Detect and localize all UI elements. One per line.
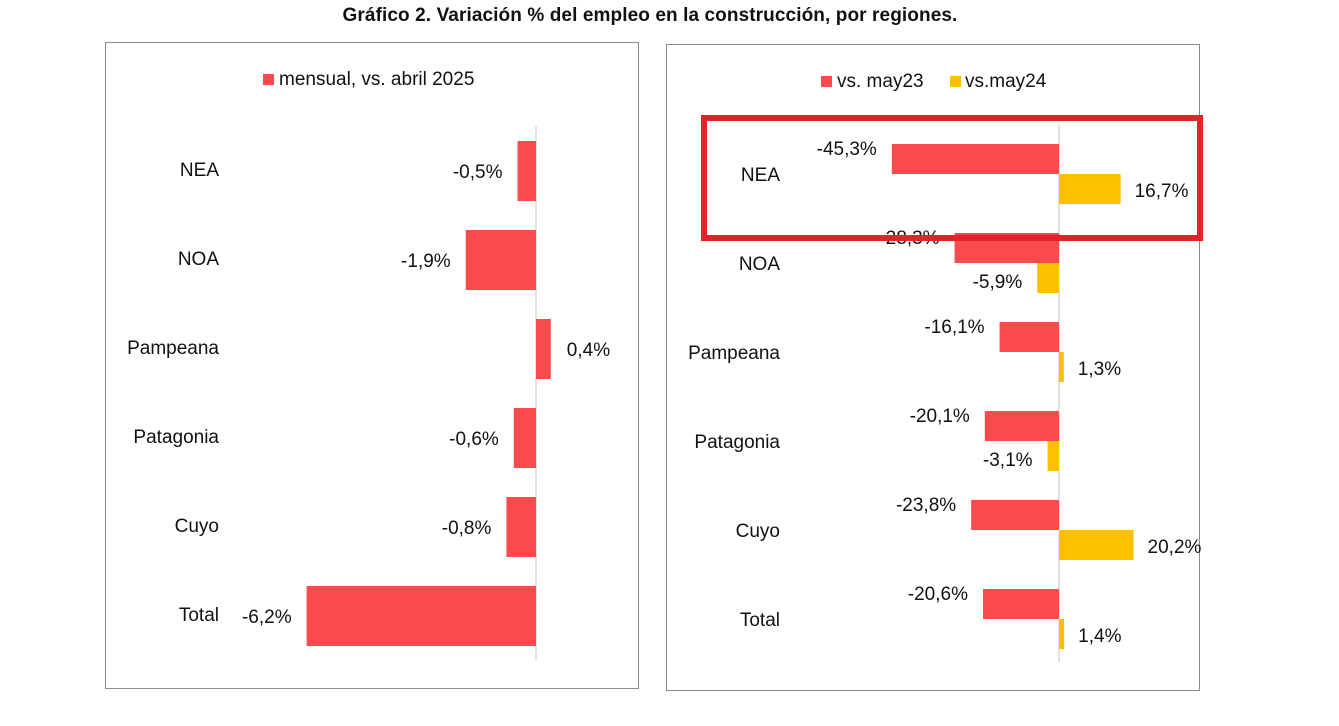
data-label-mensual: -1,9% <box>401 251 451 272</box>
bar-may23 <box>999 322 1059 352</box>
category-label: Pampeana <box>688 343 780 364</box>
category-label: Total <box>740 610 780 631</box>
bar-may23 <box>984 411 1059 441</box>
data-label-may24: 1,4% <box>1078 626 1121 647</box>
data-label-mensual: -6,2% <box>242 607 292 628</box>
category-label: NOA <box>178 249 220 270</box>
category-label: Patagonia <box>694 432 780 453</box>
data-label-may24: -3,1% <box>983 450 1033 471</box>
data-label-may24: 20,2% <box>1148 537 1201 558</box>
data-label-may24: 1,3% <box>1078 359 1121 380</box>
data-label-may23: -23,8% <box>896 495 956 516</box>
category-label: NOA <box>739 254 781 275</box>
bar-may23 <box>891 144 1059 174</box>
bar-mensual <box>306 586 536 646</box>
category-label: Patagonia <box>133 427 219 448</box>
bar-mensual <box>465 230 536 290</box>
bar-may23 <box>971 500 1059 530</box>
legend-swatch-may24 <box>950 76 961 87</box>
data-label-may24: 16,7% <box>1135 181 1189 202</box>
bar-mensual <box>506 497 536 557</box>
bar-may24 <box>1059 174 1121 204</box>
nea-highlight-box <box>701 115 1203 241</box>
legend-label-may23: vs. may23 <box>837 71 924 92</box>
bar-mensual <box>517 141 536 201</box>
chart-panel-yearly: vs. may23 vs.may24 NEA -45,3% 16,7% NOA -28,3%… <box>666 44 1201 691</box>
data-label-mensual: -0,6% <box>449 429 499 450</box>
legend-swatch-may23 <box>821 76 832 87</box>
category-label: Total <box>179 605 219 626</box>
bar-mensual <box>513 408 536 468</box>
data-label-mensual: -0,8% <box>442 518 492 539</box>
bar-may24 <box>1059 530 1134 560</box>
category-label: Cuyo <box>175 516 219 537</box>
bar-may23 <box>982 589 1059 619</box>
bar-may24 <box>1047 441 1059 471</box>
legend-swatch-mensual <box>263 74 274 85</box>
data-label-mensual: 0,4% <box>567 340 610 361</box>
category-label: Pampeana <box>127 338 219 359</box>
bar-mensual <box>536 319 551 379</box>
data-label-may23: -20,1% <box>910 406 970 427</box>
category-label: Cuyo <box>736 521 780 542</box>
monthly-variation-chart: mensual, vs. abril 2025 NEA -0,5% NOA -1,9% P… <box>127 69 610 660</box>
bar-may24 <box>1037 263 1059 293</box>
legend-label-may24: vs.may24 <box>965 71 1047 92</box>
chart-panel-monthly: mensual, vs. abril 2025 NEA -0,5% NOA -1,9% P… <box>105 42 639 689</box>
bar-may24 <box>1059 352 1064 382</box>
chart-title: Gráfico 2. Variación % del empleo en la … <box>342 5 958 26</box>
legend-label-mensual: mensual, vs. abril 2025 <box>279 69 474 90</box>
data-label-mensual: -0,5% <box>453 162 503 183</box>
data-label-may23: -20,6% <box>908 584 968 605</box>
data-label-may23: -45,3% <box>817 139 877 160</box>
bar-may24 <box>1059 619 1065 649</box>
category-label: NEA <box>180 160 219 181</box>
data-label-may23: -16,1% <box>924 317 984 338</box>
yearly-variation-chart: vs. may23 vs.may24NEA-45,3%16,7%NOA-28,3%… <box>688 71 1201 662</box>
category-label: NEA <box>741 165 780 186</box>
data-label-may24: -5,9% <box>973 272 1023 293</box>
